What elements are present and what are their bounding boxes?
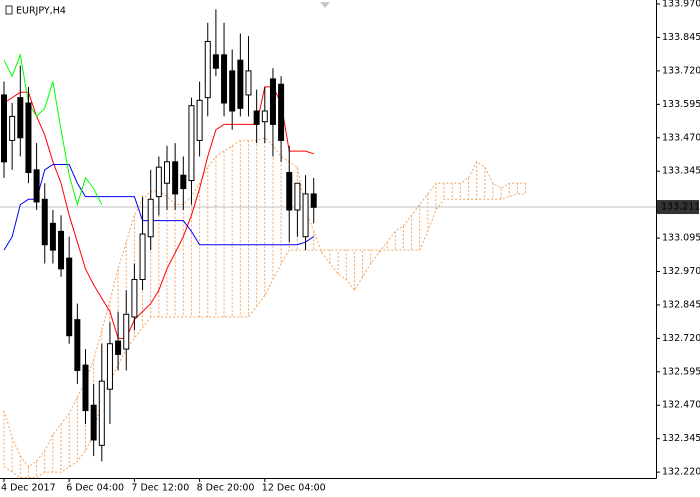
candle-body [164, 161, 170, 184]
candle-body [188, 105, 195, 182]
y-tick-label: 133.470 [662, 132, 700, 143]
x-tick-label: 6 Dec 04:00 [66, 483, 124, 494]
candle-body [221, 54, 228, 104]
x-tick-label: 8 Dec 20:00 [197, 483, 255, 494]
candle-body [155, 166, 162, 198]
y-tick-label: 133.970 [662, 0, 700, 10]
price-label-bg [657, 200, 699, 215]
candle-body [90, 404, 97, 441]
candle-body [74, 319, 81, 371]
candle-body [131, 279, 138, 318]
y-tick-label: 132.595 [662, 366, 700, 377]
candle-body [115, 340, 122, 355]
candle-body [269, 78, 276, 125]
plot [0, 9, 656, 478]
candle-body [82, 364, 89, 412]
candle-body [278, 83, 285, 141]
candle-body [9, 115, 16, 141]
cloud-span-a [3, 137, 526, 468]
candle-body [98, 380, 105, 446]
candle-body [66, 257, 73, 337]
chart-title: EURJPY,H4 [16, 6, 66, 17]
shift-marker [320, 2, 330, 8]
candle-body [49, 222, 56, 251]
candle-body [237, 59, 244, 109]
candle-body [196, 99, 203, 141]
x-tick-label: 7 Dec 12:00 [131, 483, 189, 494]
candle-body [212, 54, 219, 69]
y-tick-label: 133.720 [662, 65, 700, 76]
y-tick-label: 132.970 [662, 266, 700, 277]
candle-body [172, 161, 179, 195]
candle-body [261, 110, 268, 123]
candle-body [106, 343, 113, 390]
y-tick-label: 132.845 [662, 299, 700, 310]
cloud-span-b [3, 193, 526, 478]
y-tick-label: 132.720 [662, 333, 700, 344]
candle-body [294, 182, 301, 211]
candle-body [253, 110, 260, 125]
indicator-line [3, 86, 314, 339]
candle-body [180, 174, 187, 190]
y-tick-label: 132.470 [662, 400, 700, 411]
indicator-line [3, 164, 314, 251]
y-tick-label: 133.845 [662, 32, 700, 43]
candle-body [17, 97, 24, 139]
y-tick-label: 132.220 [662, 467, 700, 478]
x-tick-label: 4 Dec 2017 [1, 483, 56, 494]
candle-body [286, 172, 293, 211]
y-tick-label: 132.345 [662, 433, 700, 444]
price-label: 133.211 [661, 202, 700, 213]
candle-body [139, 233, 146, 281]
candle-body [1, 94, 7, 163]
x-tick-label: 12 Dec 04:00 [262, 483, 326, 494]
candle-body [302, 193, 309, 238]
y-tick-label: 133.345 [662, 166, 700, 177]
candle-body [123, 313, 130, 350]
candle-body [25, 102, 32, 174]
candle-body [147, 198, 154, 238]
y-tick-label: 133.595 [662, 99, 700, 110]
candle-body [310, 193, 317, 208]
candle-body [204, 40, 211, 99]
candle-body [229, 70, 236, 112]
indicator-line [3, 52, 103, 207]
candle-body [245, 70, 252, 96]
candle-body [58, 230, 65, 270]
symbol-icon [5, 5, 13, 15]
candle-body [41, 198, 48, 246]
candle-body [33, 169, 40, 203]
y-tick-label: 133.095 [662, 233, 700, 244]
